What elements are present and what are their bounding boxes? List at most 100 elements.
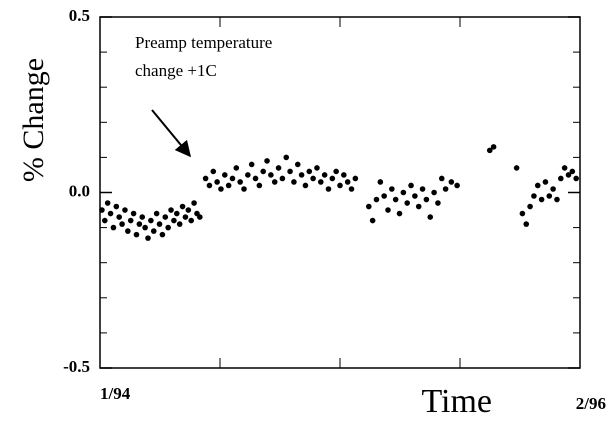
y-axis-title: % Change xyxy=(17,58,50,182)
data-point xyxy=(419,186,426,192)
data-point xyxy=(561,165,568,171)
data-point xyxy=(202,175,209,182)
data-point xyxy=(389,186,395,192)
data-point xyxy=(423,196,430,203)
data-point xyxy=(534,182,541,189)
data-point xyxy=(275,165,282,171)
data-point xyxy=(569,168,576,175)
data-point xyxy=(225,182,232,189)
data-point xyxy=(318,179,324,185)
data-point xyxy=(337,182,343,189)
data-point xyxy=(294,161,301,168)
data-point xyxy=(206,182,213,189)
data-point xyxy=(107,210,114,217)
data-point xyxy=(325,186,332,192)
data-point xyxy=(287,168,293,175)
data-point xyxy=(99,207,105,213)
annotation-arrow xyxy=(151,109,192,158)
data-point xyxy=(306,168,313,175)
data-point xyxy=(116,214,122,220)
data-point xyxy=(341,172,347,178)
data-point xyxy=(427,214,434,220)
data-point xyxy=(113,203,120,210)
data-point xyxy=(531,193,537,199)
data-point xyxy=(156,221,163,227)
data-point xyxy=(352,175,359,182)
data-point xyxy=(329,175,336,182)
data-point xyxy=(408,182,414,189)
annotation: change +1C xyxy=(135,61,217,80)
data-point xyxy=(279,175,286,182)
data-point xyxy=(245,172,251,178)
data-point xyxy=(381,193,387,199)
data-point xyxy=(148,217,154,224)
data-point xyxy=(268,172,274,178)
data-point xyxy=(237,179,243,185)
data-point xyxy=(233,165,240,171)
data-point xyxy=(214,179,220,185)
data-point xyxy=(454,182,460,189)
data-point xyxy=(369,217,376,224)
data-point xyxy=(554,196,560,203)
x-tick-label: 1/94 xyxy=(100,384,131,403)
data-point xyxy=(412,193,418,199)
data-point xyxy=(119,221,125,227)
y-tick-label: 0.0 xyxy=(69,181,90,200)
y-tick-label: 0.5 xyxy=(69,6,90,25)
data-point xyxy=(438,175,445,182)
data-point xyxy=(185,207,192,213)
data-point xyxy=(542,179,549,185)
data-point xyxy=(130,210,137,217)
data-point xyxy=(264,158,270,164)
data-point xyxy=(229,175,236,182)
data-point xyxy=(104,200,111,206)
data-point xyxy=(490,144,497,150)
data-point xyxy=(442,186,449,192)
data-point xyxy=(523,221,530,227)
data-point xyxy=(558,175,564,182)
data-point xyxy=(404,200,411,206)
data-point xyxy=(142,224,148,231)
data-point xyxy=(179,203,186,210)
data-point xyxy=(392,196,399,203)
data-point xyxy=(188,217,194,224)
data-point xyxy=(538,196,545,203)
data-point xyxy=(136,221,143,227)
data-point xyxy=(153,210,160,217)
data-point xyxy=(248,161,255,168)
data-point xyxy=(165,224,171,231)
data-point xyxy=(431,189,437,196)
data-point xyxy=(174,210,180,217)
data-point xyxy=(256,182,263,189)
data-point xyxy=(171,217,177,224)
data-point xyxy=(435,200,441,206)
data-point xyxy=(366,203,372,210)
data-point xyxy=(150,228,157,234)
data-point xyxy=(127,217,134,224)
data-point xyxy=(519,210,526,217)
x-axis-title: Time xyxy=(421,383,492,420)
data-point xyxy=(102,217,108,224)
data-point xyxy=(176,221,183,227)
data-point xyxy=(260,168,267,175)
data-point xyxy=(139,214,146,220)
data-point xyxy=(218,186,224,192)
annotation: Preamp temperature xyxy=(135,33,272,52)
data-point xyxy=(168,207,174,213)
data-point xyxy=(373,196,380,203)
data-point xyxy=(527,203,533,210)
data-point xyxy=(550,186,556,192)
data-point xyxy=(162,214,169,220)
data-point xyxy=(486,147,493,154)
y-tick-label: -0.5 xyxy=(63,357,90,376)
data-point xyxy=(283,154,290,161)
data-point xyxy=(573,175,579,182)
data-point xyxy=(321,172,328,178)
data-point xyxy=(546,193,553,199)
data-point xyxy=(513,165,520,171)
data-point xyxy=(197,214,203,220)
data-point xyxy=(210,168,217,175)
data-point xyxy=(348,186,355,192)
data-point xyxy=(565,172,572,178)
